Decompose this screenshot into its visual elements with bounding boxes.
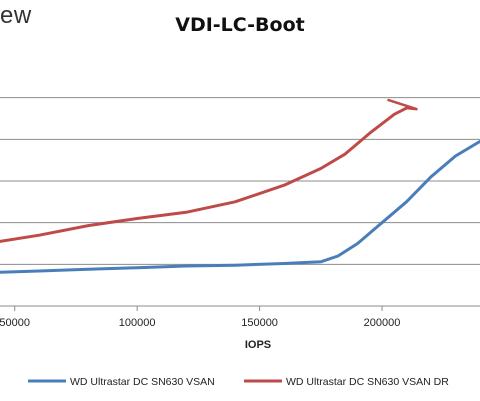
chart-title: VDI-LC-Boot [175,14,305,36]
x-tick-label: 50000 [0,317,30,329]
x-tick-label: 200000 [364,317,401,329]
series-line-1 [0,139,480,274]
series-end-marker [387,98,418,111]
series-line-2 [0,106,408,243]
legend-label-1: WD Ultrastar DC SN630 VSAN [70,376,215,388]
x-tick-label: 150000 [241,317,278,329]
legend-label-2: WD Ultrastar DC SN630 VSAN DR [286,376,449,388]
brand-logo-text: ew [0,2,32,29]
x-axis-title: IOPS [245,339,271,351]
x-tick-label: 100000 [119,317,156,329]
